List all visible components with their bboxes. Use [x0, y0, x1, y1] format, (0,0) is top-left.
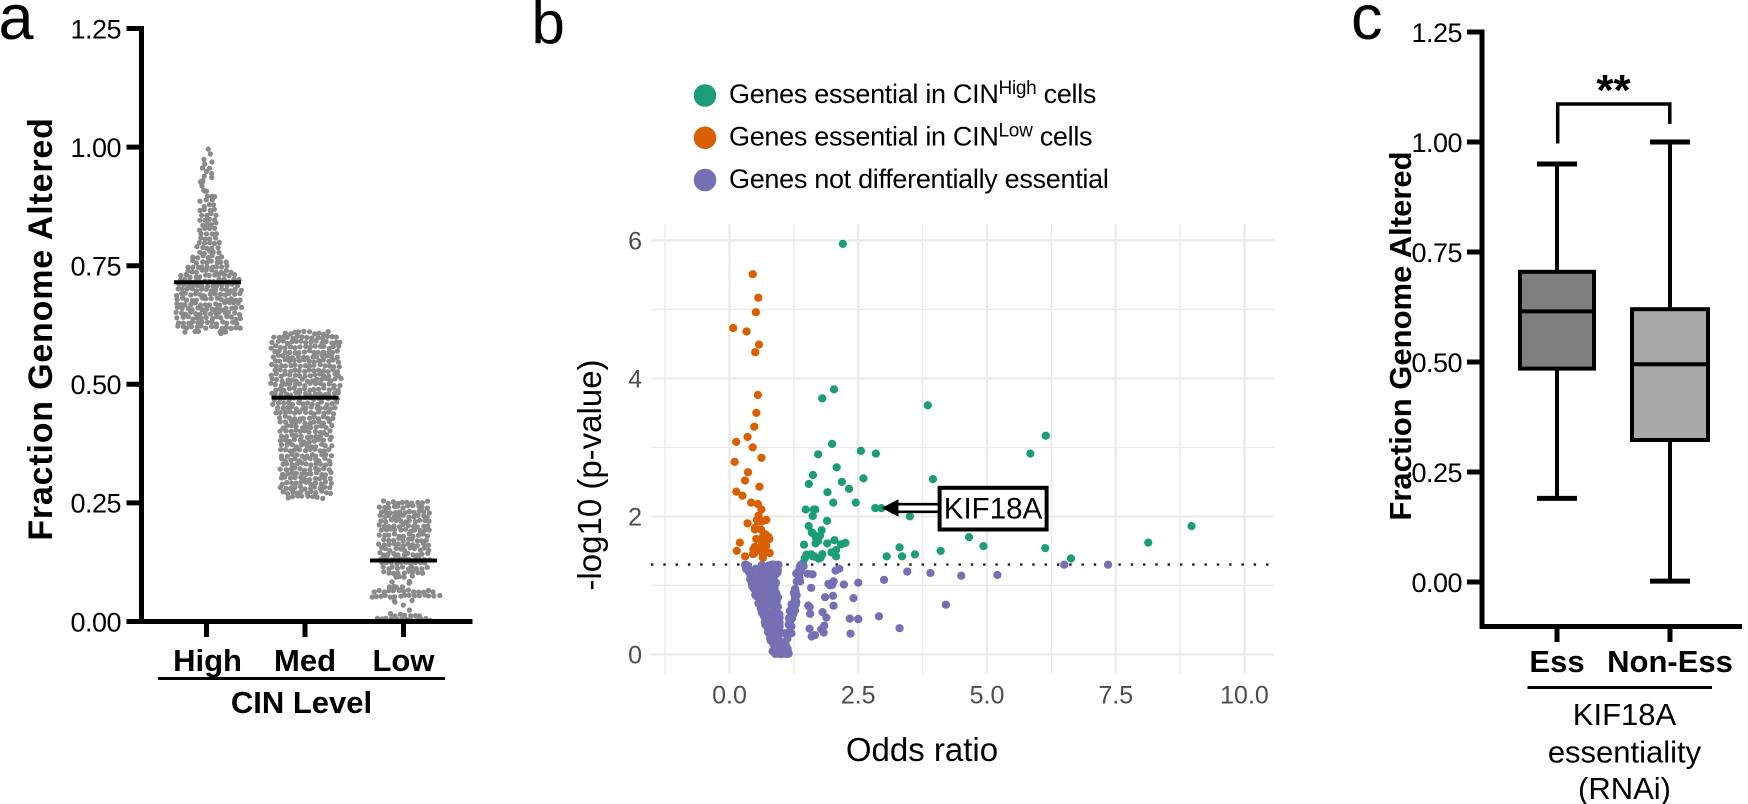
svg-text:Fraction Genome Altered: Fraction Genome Altered — [22, 117, 60, 540]
svg-text:a: a — [0, 0, 35, 53]
svg-text:b: b — [532, 0, 565, 56]
svg-text:-log10 (p-value): -log10 (p-value) — [571, 359, 608, 590]
svg-text:0.25: 0.25 — [70, 489, 121, 519]
svg-text:0.50: 0.50 — [70, 370, 121, 400]
svg-text:2: 2 — [628, 503, 642, 531]
svg-text:0.00: 0.00 — [70, 607, 121, 637]
svg-text:**: ** — [1596, 66, 1631, 115]
svg-text:High: High — [173, 643, 242, 678]
svg-text:0.0: 0.0 — [712, 682, 747, 710]
svg-text:0: 0 — [628, 641, 642, 669]
svg-text:1.00: 1.00 — [1411, 128, 1462, 158]
svg-text:Genes essential in CINHigh cel: Genes essential in CINHigh cells — [729, 78, 1096, 109]
svg-text:Non-Ess: Non-Ess — [1607, 644, 1733, 679]
svg-text:4: 4 — [628, 365, 642, 393]
svg-text:Odds ratio: Odds ratio — [846, 731, 998, 768]
svg-text:Med: Med — [274, 643, 336, 678]
svg-text:(RNAi): (RNAi) — [1578, 771, 1671, 804]
svg-text:Low: Low — [373, 643, 436, 678]
svg-text:Fraction Genome Altered: Fraction Genome Altered — [1383, 151, 1418, 520]
svg-text:Genes essential in CINLow cell: Genes essential in CINLow cells — [729, 121, 1092, 152]
svg-text:c: c — [1351, 0, 1383, 53]
svg-text:CIN Level: CIN Level — [231, 685, 372, 720]
svg-text:2.5: 2.5 — [841, 682, 876, 710]
svg-text:10.0: 10.0 — [1220, 682, 1269, 710]
svg-text:1.25: 1.25 — [1411, 18, 1462, 48]
svg-text:Genes not differentially essen: Genes not differentially essential — [729, 164, 1109, 194]
svg-text:0.75: 0.75 — [70, 252, 121, 282]
svg-text:0.25: 0.25 — [1411, 458, 1462, 488]
svg-text:KIF18A: KIF18A — [944, 493, 1043, 526]
svg-text:0.00: 0.00 — [1411, 568, 1462, 598]
svg-text:essentiality: essentiality — [1548, 735, 1702, 770]
svg-text:KIF18A: KIF18A — [1573, 697, 1677, 732]
svg-text:6: 6 — [628, 227, 642, 255]
svg-text:0.50: 0.50 — [1411, 348, 1462, 378]
svg-text:7.5: 7.5 — [1098, 682, 1133, 710]
svg-text:0.75: 0.75 — [1411, 238, 1462, 268]
svg-text:1.00: 1.00 — [70, 133, 121, 163]
svg-text:Ess: Ess — [1529, 644, 1584, 679]
svg-text:5.0: 5.0 — [970, 682, 1005, 710]
svg-text:1.25: 1.25 — [70, 14, 121, 44]
